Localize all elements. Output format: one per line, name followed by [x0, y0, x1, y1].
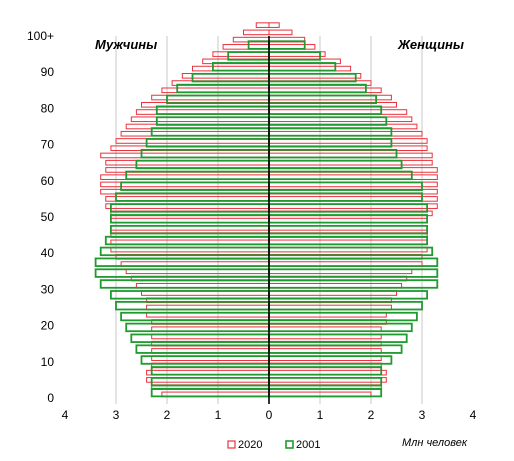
y-tick-label: 60: [41, 174, 55, 188]
y-tick-label: 80: [41, 101, 55, 115]
legend: 2020 2001: [227, 439, 320, 451]
y-tick-label: 40: [41, 246, 55, 260]
female-label: Женщины: [397, 37, 464, 52]
y-tick-label: 30: [41, 282, 55, 296]
legend-swatch-2001: [285, 440, 294, 449]
x-unit-label: Млн человек: [402, 437, 468, 449]
y-tick-label: 20: [41, 319, 55, 333]
legend-label-2020: 2020: [238, 439, 262, 451]
legend-swatch-2020: [227, 440, 236, 449]
bar-2020-male: [255, 22, 270, 28]
y-tick-label: 100+: [27, 29, 54, 43]
x-tick-label: 4: [62, 408, 69, 422]
y-tick-label: 0: [47, 391, 54, 405]
x-tick-label: 4: [470, 408, 477, 422]
x-tick-label: 1: [215, 408, 222, 422]
y-tick-label: 10: [41, 355, 55, 369]
x-axis-tick-labels: 4 3 2 1 0 1 2 3 4: [62, 408, 477, 422]
x-tick-label: 0: [266, 408, 273, 422]
x-tick-label: 2: [164, 408, 171, 422]
legend-label-2001: 2001: [296, 439, 320, 451]
y-tick-label: 90: [41, 65, 55, 79]
y-tick-label: 70: [41, 138, 55, 152]
bar-2020-female: [268, 22, 280, 28]
bar-2020-male: [243, 29, 270, 36]
y-axis-tick-labels: 0 10 20 30 40 50 60 70 80 90 100+: [27, 29, 54, 405]
y-tick-label: 50: [41, 210, 55, 224]
x-tick-label: 3: [113, 408, 120, 422]
bar-2020-female: [268, 29, 293, 36]
male-label: Мужчины: [95, 37, 157, 52]
x-tick-label: 2: [368, 408, 375, 422]
series-2001-bars: [94, 40, 439, 398]
x-tick-label: 3: [419, 408, 426, 422]
x-tick-label: 1: [317, 408, 324, 422]
